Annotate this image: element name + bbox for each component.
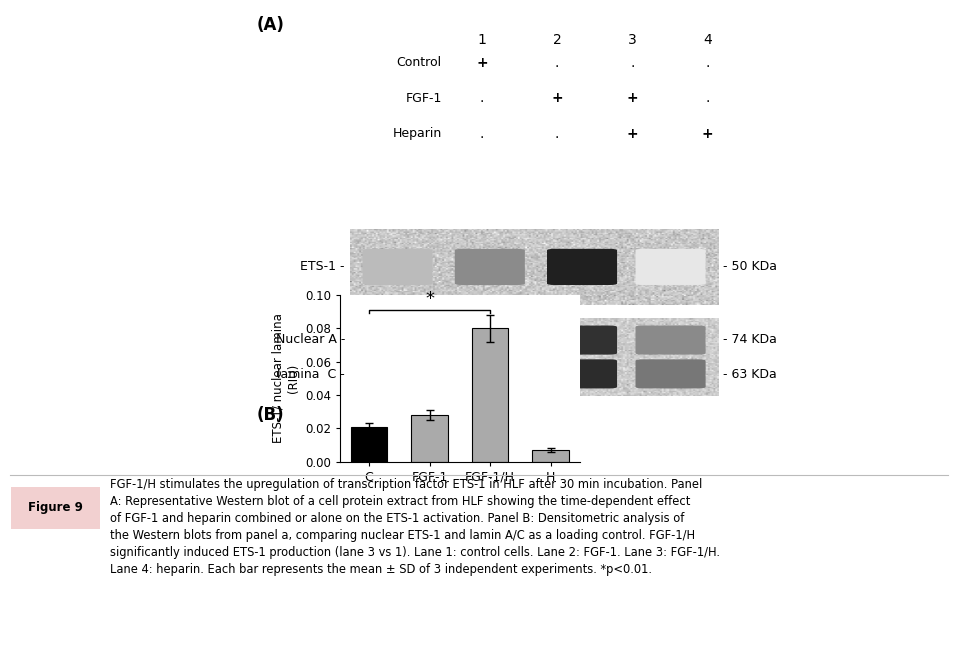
Y-axis label: ETS-1/ nuclear lamina
(RIU): ETS-1/ nuclear lamina (RIU) <box>271 313 300 443</box>
Text: 1: 1 <box>478 33 487 47</box>
Text: *: * <box>425 290 434 308</box>
Bar <box>351 426 387 462</box>
Text: FGF-1/H stimulates the upregulation of transcription factor ETS-1 in HLF after 3: FGF-1/H stimulates the upregulation of t… <box>110 478 720 576</box>
Text: +: + <box>476 56 488 70</box>
Bar <box>472 328 509 462</box>
Text: .: . <box>630 56 634 70</box>
FancyBboxPatch shape <box>547 249 617 285</box>
Bar <box>533 450 569 462</box>
Text: Heparin: Heparin <box>393 127 442 140</box>
FancyBboxPatch shape <box>455 360 525 388</box>
FancyBboxPatch shape <box>635 360 706 388</box>
Bar <box>411 415 447 462</box>
Text: +: + <box>552 91 563 105</box>
Text: .: . <box>480 126 484 141</box>
FancyBboxPatch shape <box>362 326 433 354</box>
FancyBboxPatch shape <box>455 249 525 285</box>
Text: (B): (B) <box>257 406 285 424</box>
Text: Figure 9: Figure 9 <box>28 502 83 514</box>
FancyBboxPatch shape <box>11 487 100 529</box>
Text: +: + <box>701 126 713 141</box>
Text: .: . <box>555 56 559 70</box>
FancyBboxPatch shape <box>635 326 706 354</box>
Text: .: . <box>480 91 484 105</box>
Text: .: . <box>705 56 710 70</box>
FancyBboxPatch shape <box>455 326 525 354</box>
FancyBboxPatch shape <box>547 360 617 388</box>
FancyBboxPatch shape <box>362 249 433 285</box>
Text: Control: Control <box>397 56 442 69</box>
Text: - 50 KDa: - 50 KDa <box>723 261 777 273</box>
FancyBboxPatch shape <box>635 249 706 285</box>
Text: .: . <box>555 126 559 141</box>
Text: .: . <box>705 91 710 105</box>
Text: 2: 2 <box>553 33 561 47</box>
FancyBboxPatch shape <box>362 360 433 388</box>
Text: Nuclear A -: Nuclear A - <box>276 333 345 346</box>
Text: +: + <box>627 126 638 141</box>
FancyBboxPatch shape <box>547 326 617 354</box>
Text: lamina  C -: lamina C - <box>277 367 345 381</box>
Text: +: + <box>627 91 638 105</box>
Text: - 74 KDa: - 74 KDa <box>723 333 777 346</box>
Text: FGF-1: FGF-1 <box>405 92 442 105</box>
Text: ETS-1 -: ETS-1 - <box>301 261 345 273</box>
Text: 3: 3 <box>627 33 637 47</box>
Text: (A): (A) <box>257 16 285 34</box>
Text: 4: 4 <box>703 33 712 47</box>
Text: - 63 KDa: - 63 KDa <box>723 367 777 381</box>
